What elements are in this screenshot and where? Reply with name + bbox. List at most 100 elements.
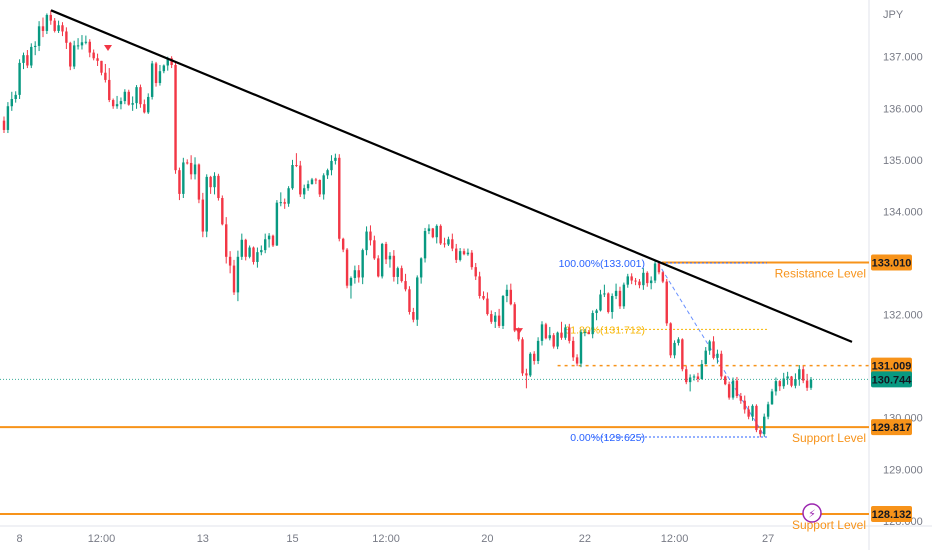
candle-body[interactable] [704,350,707,365]
candle-body[interactable] [536,340,540,361]
candle-body[interactable] [809,379,813,388]
candle-body[interactable] [770,391,774,405]
candle-body[interactable] [193,164,197,175]
candle-body[interactable] [751,405,754,417]
candle-body[interactable] [517,330,520,340]
candle-body[interactable] [805,380,809,388]
candle-body[interactable] [178,170,181,194]
candle-body[interactable] [766,404,770,417]
candle-body[interactable] [532,353,536,361]
candle-body[interactable] [228,256,232,266]
candle-body[interactable] [263,239,267,251]
candle-body[interactable] [217,175,220,199]
candle-body[interactable] [681,339,684,370]
candle-body[interactable] [451,239,454,249]
candle-body[interactable] [692,376,696,378]
candle-body[interactable] [150,63,154,97]
candle-body[interactable] [302,188,306,195]
candle-body[interactable] [174,64,177,171]
candle-body[interactable] [30,46,33,66]
candle-body[interactable] [197,164,201,200]
candle-body[interactable] [525,373,528,376]
candle-body[interactable] [2,120,6,130]
candle-body[interactable] [6,106,10,130]
candle-body[interactable] [466,252,470,255]
candle-body[interactable] [455,248,458,260]
candle-body[interactable] [435,225,438,238]
candle-body[interactable] [423,231,427,259]
candle-body[interactable] [638,281,641,286]
candle-body[interactable] [603,293,606,295]
candle-body[interactable] [396,268,399,277]
candle-body[interactable] [310,179,314,185]
candle-body[interactable] [599,294,602,311]
candle-body[interactable] [80,42,84,46]
candle-body[interactable] [100,60,103,73]
candle-body[interactable] [388,255,392,260]
candle-body[interactable] [147,96,150,113]
candle-body[interactable] [739,396,743,401]
candle-body[interactable] [166,58,169,66]
candle-body[interactable] [431,228,435,238]
candle-body[interactable] [724,376,727,385]
candle-body[interactable] [330,160,333,171]
candle-body[interactable] [69,42,72,67]
candle-body[interactable] [299,165,302,195]
candle-body[interactable] [743,400,746,410]
candle-body[interactable] [338,157,341,239]
candle-body[interactable] [548,335,552,339]
candle-body[interactable] [735,380,739,397]
candle-body[interactable] [716,353,719,358]
candle-body[interactable] [53,20,56,31]
candle-body[interactable] [76,45,80,47]
candle-body[interactable] [225,224,228,257]
candle-body[interactable] [505,289,509,297]
candle-body[interactable] [630,276,633,281]
candle-body[interactable] [665,281,668,324]
candle-body[interactable] [345,249,349,286]
candle-body[interactable] [786,376,789,379]
candle-body[interactable] [373,240,376,259]
downtrend-line[interactable] [50,9,853,343]
candle-body[interactable] [747,409,750,417]
candle-body[interactable] [688,377,692,383]
candle-body[interactable] [314,179,318,181]
candle-body[interactable] [778,381,782,387]
candle-body[interactable] [564,327,567,338]
candle-body[interactable] [357,270,360,278]
candle-body[interactable] [649,280,653,284]
candle-body[interactable] [673,342,676,356]
candle-body[interactable] [801,369,805,381]
candle-body[interactable] [377,258,380,277]
candle-body[interactable] [646,272,649,284]
event-marker[interactable]: ⚡ [802,503,822,523]
candle-body[interactable] [205,176,208,232]
candle-body[interactable] [14,94,17,100]
candle-body[interactable] [291,165,294,189]
candle-body[interactable] [443,243,446,245]
candle-body[interactable] [408,289,411,312]
candle-body[interactable] [33,45,37,47]
candle-body[interactable] [501,296,505,326]
candle-body[interactable] [45,14,49,31]
trendline-group[interactable] [50,9,853,343]
candle-body[interactable] [295,165,298,167]
candle-body[interactable] [84,41,88,43]
candle-body[interactable] [419,258,423,278]
candle-body[interactable] [661,272,665,282]
candlesticks[interactable] [2,10,813,438]
candle-body[interactable] [653,263,657,281]
candle-body[interactable] [560,332,563,338]
candle-body[interactable] [283,202,286,204]
candle-body[interactable] [478,276,481,297]
candle-body[interactable] [447,239,450,245]
candle-body[interactable] [685,369,688,383]
candle-body[interactable] [513,304,516,331]
candle-body[interactable] [626,276,629,285]
candle-body[interactable] [610,296,614,312]
candle-body[interactable] [634,280,637,282]
candle-body[interactable] [486,298,489,315]
candle-body[interactable] [462,251,466,255]
candle-body[interactable] [49,14,52,21]
candle-body[interactable] [37,26,41,46]
